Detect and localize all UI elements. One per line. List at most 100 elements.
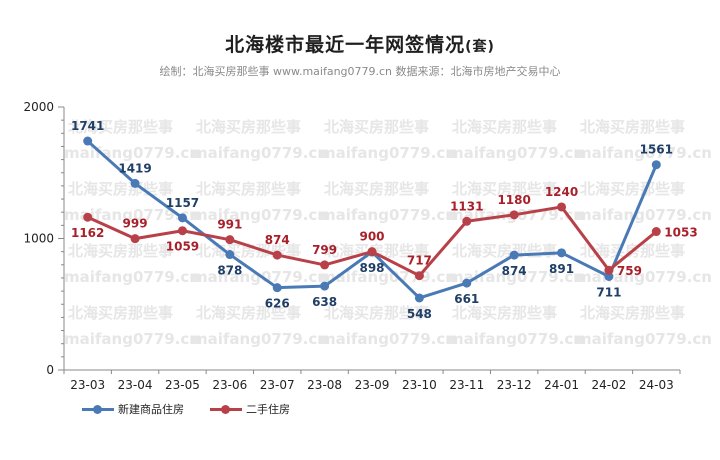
data-label-second-hand: 1053 bbox=[664, 226, 697, 240]
data-label-second-hand: 759 bbox=[617, 264, 642, 278]
data-point-new-homes bbox=[604, 272, 614, 282]
x-tick-label: 23-04 bbox=[118, 378, 153, 392]
data-label-new-homes: 1157 bbox=[166, 196, 199, 210]
data-label-second-hand: 999 bbox=[123, 217, 148, 231]
watermark-text: maifang0779.cn bbox=[192, 206, 328, 224]
data-label-second-hand: 1180 bbox=[497, 193, 530, 207]
watermark-text: maifang0779.cn bbox=[64, 144, 200, 162]
chart-subtitle: 绘制：北海买房那些事 www.maifang0779.cn 数据来源：北海市房地… bbox=[159, 65, 561, 78]
y-tick-label: 0 bbox=[46, 363, 54, 377]
data-point-new-homes bbox=[320, 281, 330, 291]
chart-title: 北海楼市最近一年网签情况(套) bbox=[0, 30, 720, 57]
watermark-text: 北海买房那些事 bbox=[324, 180, 429, 198]
x-tick-label: 24-01 bbox=[544, 378, 579, 392]
data-point-new-homes bbox=[225, 250, 235, 260]
data-label-second-hand: 1240 bbox=[545, 185, 578, 199]
legend-item-new-homes: 新建商品住房 bbox=[82, 401, 184, 417]
data-point-new-homes bbox=[272, 283, 282, 293]
data-label-second-hand: 900 bbox=[359, 230, 384, 244]
data-point-new-homes bbox=[557, 248, 567, 258]
x-tick-label: 23-08 bbox=[307, 378, 342, 392]
data-point-second-hand bbox=[272, 250, 282, 260]
watermark-text: 北海买房那些事 bbox=[196, 180, 301, 198]
watermark-text: 北海买房那些事 bbox=[324, 304, 429, 322]
legend-label-second-hand: 二手住房 bbox=[246, 403, 290, 416]
data-label-new-homes: 874 bbox=[502, 264, 527, 278]
data-point-second-hand bbox=[225, 235, 235, 245]
watermark-text: maifang0779.cn bbox=[448, 330, 584, 348]
watermark-text: 北海买房那些事 bbox=[196, 118, 301, 136]
data-label-new-homes: 661 bbox=[454, 292, 479, 306]
data-point-second-hand bbox=[130, 234, 140, 244]
watermark-text: 北海买房那些事 bbox=[68, 242, 173, 260]
watermark-text: maifang0779.cn bbox=[64, 268, 200, 286]
watermark-text: maifang0779.cn bbox=[576, 206, 712, 224]
series-layer bbox=[83, 136, 661, 303]
watermark-text: 北海买房那些事 bbox=[580, 180, 685, 198]
chart-title-unit: (套) bbox=[465, 39, 495, 55]
data-label-new-homes: 548 bbox=[407, 307, 432, 321]
x-tick-label: 23-06 bbox=[212, 378, 247, 392]
data-point-new-homes bbox=[509, 250, 519, 260]
watermark-text: maifang0779.cn bbox=[576, 144, 712, 162]
data-label-second-hand: 991 bbox=[217, 218, 242, 232]
watermark-text: 北海买房那些事 bbox=[324, 118, 429, 136]
data-label-new-homes: 898 bbox=[359, 261, 384, 275]
chart-title-text: 北海楼市最近一年网签情况 bbox=[225, 34, 466, 56]
data-point-new-homes bbox=[130, 178, 140, 188]
data-point-new-homes bbox=[462, 278, 472, 288]
data-point-second-hand bbox=[83, 212, 93, 222]
data-point-second-hand bbox=[462, 216, 472, 226]
data-point-second-hand bbox=[651, 227, 661, 237]
watermark-text: maifang0779.cn bbox=[192, 144, 328, 162]
data-point-new-homes bbox=[83, 136, 93, 146]
x-tick-label: 23-09 bbox=[355, 378, 390, 392]
watermark-text: 北海买房那些事 bbox=[452, 180, 557, 198]
watermark-text: 北海买房那些事 bbox=[452, 118, 557, 136]
data-point-second-hand bbox=[367, 247, 377, 257]
watermark-text: maifang0779.cn bbox=[192, 330, 328, 348]
data-label-second-hand: 717 bbox=[407, 254, 432, 268]
watermark-text: 北海买房那些事 bbox=[196, 304, 301, 322]
watermark-text: 北海买房那些事 bbox=[68, 304, 173, 322]
data-label-new-homes: 626 bbox=[265, 297, 290, 311]
x-tick-label: 23-11 bbox=[449, 378, 484, 392]
x-tick-label: 23-10 bbox=[402, 378, 437, 392]
data-label-new-homes: 711 bbox=[596, 286, 621, 300]
watermark-text: maifang0779.cn bbox=[64, 330, 200, 348]
data-point-new-homes bbox=[177, 213, 187, 223]
data-label-new-homes: 638 bbox=[312, 295, 337, 309]
data-label-new-homes: 891 bbox=[549, 262, 574, 276]
data-point-second-hand bbox=[320, 260, 330, 270]
watermark-text: maifang0779.cn bbox=[320, 144, 456, 162]
axis-layer: 0 1000 2000 23-03 23-04 23-05 23-06 23-07 23-08 2… bbox=[23, 100, 681, 392]
x-tick-label: 24-02 bbox=[591, 378, 626, 392]
watermark-text: maifang0779.cn bbox=[576, 330, 712, 348]
watermark-text: maifang0779.cn bbox=[320, 330, 456, 348]
data-label-second-hand: 874 bbox=[265, 233, 290, 247]
watermark-text: 北海买房那些事 bbox=[68, 118, 173, 136]
data-label-second-hand: 799 bbox=[312, 243, 337, 257]
x-tick-label: 24-03 bbox=[639, 378, 674, 392]
legend-item-second-hand: 二手住房 bbox=[210, 401, 290, 417]
data-point-second-hand bbox=[177, 226, 187, 236]
watermark-text: maifang0779.cn bbox=[64, 206, 200, 224]
data-point-second-hand bbox=[509, 210, 519, 220]
watermark-text: maifang0779.cn bbox=[320, 268, 456, 286]
watermark-text: 北海买房那些事 bbox=[580, 304, 685, 322]
watermark-text: maifang0779.cn bbox=[320, 206, 456, 224]
data-label-second-hand: 1059 bbox=[166, 240, 199, 254]
legend-swatch-second-hand bbox=[210, 402, 242, 416]
data-label-second-hand: 1131 bbox=[450, 199, 483, 213]
data-label-new-homes: 878 bbox=[217, 264, 242, 278]
watermark-text: 北海买房那些事 bbox=[452, 242, 557, 260]
legend-swatch-new-homes bbox=[82, 402, 114, 416]
x-tick-label: 23-03 bbox=[70, 378, 105, 392]
data-label-new-homes: 1741 bbox=[71, 119, 104, 133]
watermark-text: maifang0779.cn bbox=[448, 144, 584, 162]
watermark-text: 北海买房那些事 bbox=[452, 304, 557, 322]
y-tick-label: 2000 bbox=[23, 100, 54, 114]
data-point-new-homes bbox=[414, 293, 424, 303]
x-tick-label: 23-05 bbox=[165, 378, 200, 392]
